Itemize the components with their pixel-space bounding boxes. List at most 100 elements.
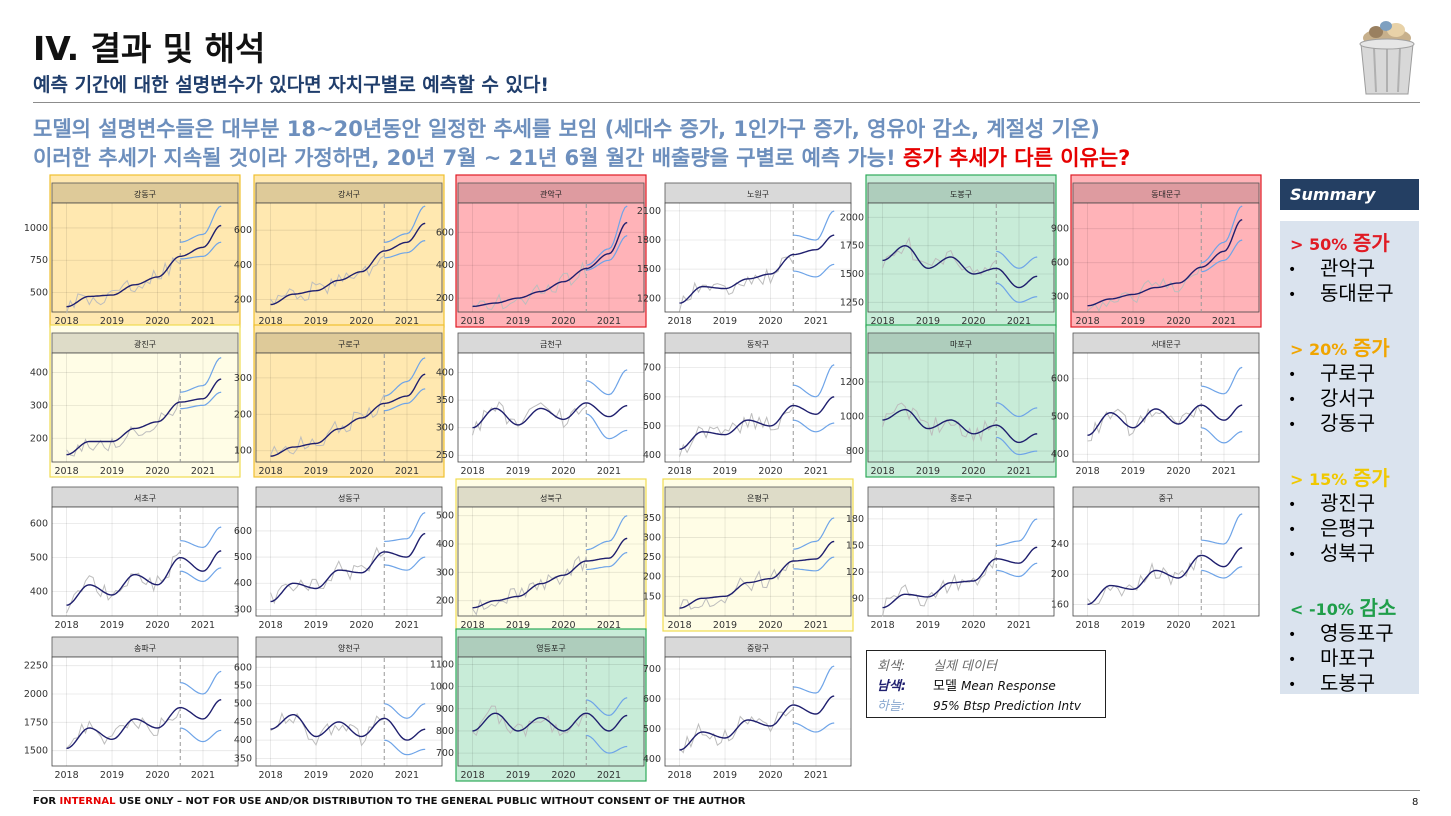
lower-interval-line xyxy=(180,567,222,583)
x-tick-label: 2019 xyxy=(916,466,940,477)
summary-group-label: > 50% 증가 xyxy=(1290,227,1390,256)
chart-panel: 구로구 100 200 300 2018 2019 2020 2021 xyxy=(234,324,445,478)
summary-district-item: • 강서구 xyxy=(1288,382,1375,411)
upper-interval-line xyxy=(586,515,628,551)
model-mean-line xyxy=(270,532,426,603)
x-tick-label: 2021 xyxy=(1007,316,1031,327)
summary-district-name: 영등포구 xyxy=(1320,621,1394,645)
model-mean-line xyxy=(882,244,1038,289)
plot-panel xyxy=(457,202,645,313)
upper-interval-line xyxy=(793,517,835,550)
x-tick-label: 2021 xyxy=(597,770,621,781)
summary-group-label: > 15% 증가 xyxy=(1290,462,1390,491)
x-tick-label: 2019 xyxy=(304,316,328,327)
y-tick-label: 600 xyxy=(643,392,661,403)
y-tick-label: 750 xyxy=(30,255,48,266)
facet-title: 성북구 xyxy=(540,494,562,503)
heading-line-2-main: 이러한 추세가 지속될 것이라 가정하면, 20년 7월 ~ 21년 6월 월간… xyxy=(33,146,904,170)
summary-district-item: • 성북구 xyxy=(1288,537,1375,566)
upper-interval-line xyxy=(996,250,1038,269)
facet-title: 강서구 xyxy=(338,189,360,199)
summary-district-item: • 강동구 xyxy=(1288,407,1375,436)
actual-data-line xyxy=(472,261,587,311)
model-mean-line xyxy=(882,546,1038,609)
facet-title: 중구 xyxy=(1159,494,1174,503)
model-mean-line xyxy=(1087,218,1243,307)
x-tick-label: 2021 xyxy=(804,316,828,327)
y-tick-label: 200 xyxy=(234,294,252,305)
facet-title: 동대문구 xyxy=(1151,190,1180,199)
actual-data-line xyxy=(472,705,587,738)
summary-group-threshold: < -10% xyxy=(1290,600,1360,619)
legend-desc-model-kr: 모델 xyxy=(933,679,957,694)
upper-interval-line xyxy=(1201,205,1243,264)
y-tick-label: 600 xyxy=(234,526,252,537)
x-tick-label: 2021 xyxy=(804,620,828,631)
model-mean-line xyxy=(270,714,426,741)
heading-line-2: 이러한 추세가 지속될 것이라 가정하면, 20년 7월 ~ 21년 6월 월간… xyxy=(33,142,1130,172)
x-tick-label: 2019 xyxy=(100,466,124,477)
actual-data-line xyxy=(882,402,997,443)
chart-panel: 종로구 90 120 150 180 2018 2019 2020 2021 xyxy=(846,486,1055,631)
upper-interval-line xyxy=(793,665,835,694)
x-tick-label: 2021 xyxy=(191,770,215,781)
x-tick-label: 2021 xyxy=(804,466,828,477)
plot-panel xyxy=(457,352,645,463)
summary-panel: > 50% 증가 • 관악구 • 동대문구 > 20% 증가 • 구로구 • 강서구 • 강동구 > 1… xyxy=(1280,221,1419,696)
x-tick-label: 2018 xyxy=(460,620,484,631)
actual-data-line xyxy=(679,256,794,312)
summary-group-label: < -10% 감소 xyxy=(1290,592,1396,621)
chart-panel: 강서구 200 400 600 2018 2019 2020 2021 xyxy=(234,174,445,328)
legend-row-interval: 하늘: 95% Btsp Prediction Intv xyxy=(877,695,1081,714)
x-tick-label: 2019 xyxy=(916,316,940,327)
bullet-icon: • xyxy=(1288,366,1297,383)
y-tick-label: 1000 xyxy=(24,223,48,234)
summary-group-direction: 증가 xyxy=(1352,336,1390,360)
trash-can-logo xyxy=(1352,14,1422,98)
lower-interval-line xyxy=(996,436,1038,456)
summary-group-threshold: > 15% xyxy=(1290,470,1353,489)
model-mean-line xyxy=(882,408,1038,444)
upper-interval-line xyxy=(793,364,835,398)
lower-interval-line xyxy=(1201,566,1243,579)
y-tick-label: 400 xyxy=(643,754,661,765)
summary-group-threshold: > 50% xyxy=(1290,235,1353,254)
y-tick-label: 200 xyxy=(234,409,252,420)
x-tick-label: 2019 xyxy=(713,770,737,781)
y-tick-label: 400 xyxy=(30,367,48,378)
facet-title: 금천구 xyxy=(540,339,562,349)
lower-interval-line xyxy=(793,556,835,572)
plot-panel xyxy=(1072,202,1260,313)
x-tick-label: 2020 xyxy=(758,466,782,477)
lower-interval-line xyxy=(180,241,222,260)
summary-group-label: > 20% 증가 xyxy=(1290,332,1390,361)
y-tick-label: 800 xyxy=(436,726,454,737)
x-tick-label: 2021 xyxy=(191,316,215,327)
x-tick-label: 2020 xyxy=(1166,620,1190,631)
lower-interval-line xyxy=(1201,239,1243,273)
y-tick-label: 1000 xyxy=(430,682,454,693)
x-tick-label: 2020 xyxy=(1166,316,1190,327)
plot-panel xyxy=(664,656,852,767)
y-tick-label: 300 xyxy=(234,373,252,384)
actual-data-line xyxy=(1087,404,1202,442)
y-tick-label: 900 xyxy=(436,704,454,715)
y-tick-label: 2100 xyxy=(637,206,661,217)
legend-desc-actual: 실제 데이터 xyxy=(933,659,997,674)
x-tick-label: 2020 xyxy=(349,620,373,631)
x-tick-label: 2021 xyxy=(597,620,621,631)
model-mean-line xyxy=(472,712,628,732)
facet-title: 광진구 xyxy=(134,339,156,349)
chart-panel: 금천구 250 300 350 400 2018 2019 2020 2021 xyxy=(436,332,645,477)
y-tick-label: 1200 xyxy=(840,377,864,388)
x-tick-label: 2018 xyxy=(460,466,484,477)
chart-panel: 성동구 300 400 500 600 2018 2019 2020 2021 xyxy=(234,486,443,631)
x-tick-label: 2018 xyxy=(667,316,691,327)
summary-district-name: 성북구 xyxy=(1320,541,1376,565)
legend-key-interval: 하늘: xyxy=(877,699,906,714)
plot-panel xyxy=(51,352,239,463)
summary-district-item: • 도봉구 xyxy=(1288,667,1375,696)
x-tick-label: 2021 xyxy=(395,620,419,631)
y-tick-label: 450 xyxy=(234,717,252,728)
chart-panel: 은평구 150 200 250 300 350 2018 2019 2020 2021 xyxy=(643,478,854,632)
